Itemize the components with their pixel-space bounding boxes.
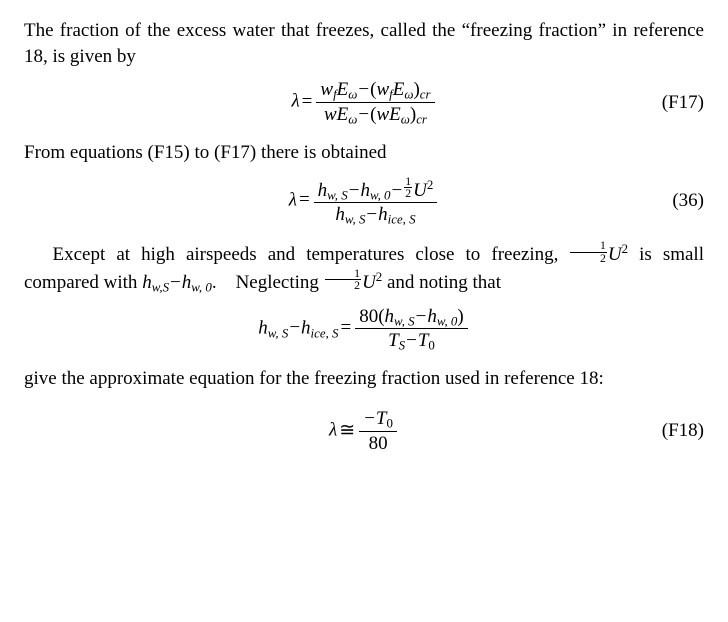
var-Ts: T (388, 330, 399, 351)
sub-0b: 0 (387, 416, 393, 431)
eq-hdiff-frac: 80(hw, S−hw, 0) TS−T0 (355, 306, 468, 353)
para-intro: The fraction of the excess water that fr… (24, 18, 704, 69)
sub-ws2: w, S (345, 212, 366, 227)
var-hice: h (301, 317, 311, 338)
var-E3: E (337, 104, 349, 125)
var-w: w (324, 104, 337, 125)
eq-f17-body: λ= wfEω−(wfEω)cr wEω−(wEω)cr (291, 79, 436, 126)
eq-f18-frac: −T0 80 (359, 408, 397, 455)
lambda: λ (291, 91, 299, 112)
sub-ws3: w, S (268, 325, 289, 340)
var-U: U (413, 180, 427, 201)
var-h6: h (427, 306, 437, 327)
sub-0: 0 (428, 338, 434, 353)
var-h5: h (385, 306, 395, 327)
half-icon: 12 (404, 176, 412, 199)
sub-cr2: cr (416, 112, 427, 127)
sub-w0b: w, 0 (437, 313, 458, 328)
equation-36: λ= hw, S−hw, 0−12U2 hw, S−hice, S (36) (24, 176, 704, 227)
sub-ws: w, S (327, 187, 348, 202)
var-h1: h (318, 180, 328, 201)
lambda2: λ (289, 189, 297, 210)
var-h4: h (378, 204, 388, 225)
eq-f18-body: λ≅ −T0 80 (329, 408, 399, 455)
sub-ices2: ice, S (311, 325, 339, 340)
var-T0: T (418, 330, 429, 351)
var-wf: w (320, 79, 333, 100)
eq-36-frac: hw, S−hw, 0−12U2 hw, S−hice, S (314, 176, 438, 227)
var-E: E (337, 79, 349, 100)
eq-f18-number: (F18) (662, 418, 704, 444)
sub-omega4: ω (401, 112, 410, 127)
eq-36-number: (36) (672, 188, 704, 214)
eq-f17-frac: wfEω−(wfEω)cr wEω−(wEω)cr (316, 79, 434, 126)
equation-hdiff: hw, S−hice, S= 80(hw, S−hw, 0) TS−T0 (24, 306, 704, 353)
sup-2: 2 (427, 177, 433, 192)
inline-hdiff: hw,S−hw, 0 (142, 272, 212, 293)
para-from-eqs: From equations (F15) to (F17) there is o… (24, 140, 704, 166)
var-h2: h (360, 180, 370, 201)
sub-w0: w, 0 (370, 187, 391, 202)
approx-sign: ≅ (337, 420, 357, 441)
para-give-approx: give the approximate equation for the fr… (24, 366, 704, 392)
const-80b: 80 (369, 433, 388, 454)
eq-hdiff-body: hw, S−hice, S= 80(hw, S−hw, 0) TS−T0 (258, 306, 469, 353)
var-T0b: T (376, 408, 387, 429)
sub-cr: cr (420, 87, 431, 102)
sub-ws4: w, S (394, 313, 415, 328)
sub-ices: ice, S (388, 212, 416, 227)
eq-f17-number: (F17) (662, 90, 704, 116)
inline-half-u2: 12U2 (569, 244, 628, 265)
equation-f17: λ= wfEω−(wfEω)cr wEω−(wEω)cr (F17) (24, 79, 704, 126)
var-E2: E (393, 79, 405, 100)
para3-text-c: . Neglecting (212, 272, 324, 293)
para3-text-d: and noting that (382, 272, 501, 293)
var-E4: E (389, 104, 401, 125)
var-h3: h (335, 204, 345, 225)
inline-half-u2b: 12U2 (324, 272, 383, 293)
var-wf2: w (376, 79, 389, 100)
var-w2: w (376, 104, 389, 125)
para3-text-a: Except at high airspeeds and temperature… (53, 244, 570, 265)
const-80: 80 (359, 306, 378, 327)
eq-36-body: λ= hw, S−hw, 0−12U2 hw, S−hice, S (289, 176, 440, 227)
para-except: Except at high airspeeds and temperature… (24, 240, 704, 295)
equation-f18: λ≅ −T0 80 (F18) (24, 408, 704, 455)
var-hws: h (258, 317, 268, 338)
